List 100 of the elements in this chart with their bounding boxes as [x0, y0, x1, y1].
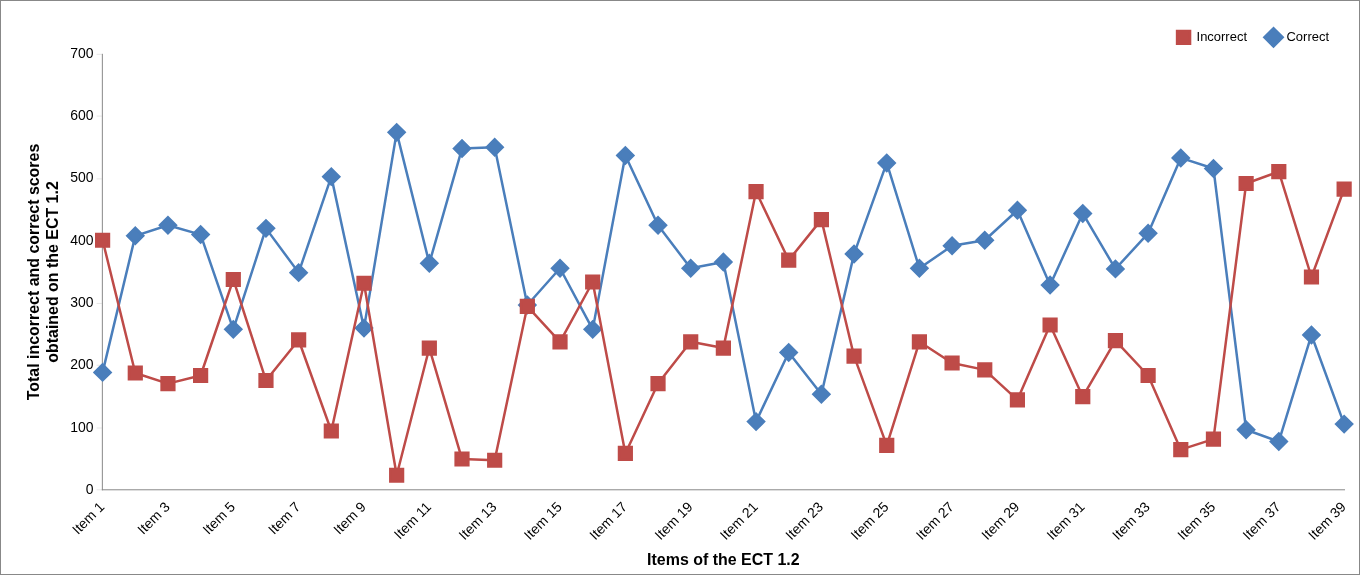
y-tick-label: 400 [70, 231, 94, 248]
point [191, 225, 210, 244]
point [387, 123, 406, 142]
point [846, 348, 862, 364]
point [127, 365, 143, 381]
point [1271, 164, 1287, 180]
x-tick-label: Item 25 [847, 498, 892, 543]
point [550, 259, 570, 278]
legend-label: Correct [1286, 28, 1330, 44]
point [452, 139, 472, 158]
point [1106, 259, 1125, 279]
y-tick-label: 100 [70, 418, 94, 435]
point [1075, 389, 1091, 405]
x-tick-label: Item 13 [455, 498, 500, 543]
x-tick-label: Item 33 [1108, 498, 1154, 543]
point [617, 445, 633, 462]
point [289, 263, 308, 282]
point [1205, 431, 1222, 447]
point [323, 423, 339, 439]
point [746, 412, 766, 431]
point [1171, 148, 1191, 168]
point [224, 320, 243, 339]
x-tick-label: Item 35 [1174, 498, 1219, 543]
point [715, 340, 731, 356]
point [322, 167, 341, 186]
point [877, 153, 896, 173]
point [944, 355, 960, 371]
point [583, 320, 602, 339]
x-tick-label: Item 11 [390, 498, 435, 543]
point [258, 372, 274, 389]
y-tick-label: 600 [70, 107, 94, 123]
y-tick-label: 0 [85, 481, 94, 498]
x-tick-label: Item 15 [520, 498, 566, 543]
x-tick-label: Item 9 [330, 498, 369, 538]
point [95, 232, 111, 248]
x-tick-label: Item 19 [651, 498, 696, 543]
point [485, 138, 504, 157]
point [1138, 224, 1158, 243]
point [616, 146, 635, 165]
point [911, 334, 928, 350]
point [1009, 392, 1026, 408]
point [256, 219, 276, 238]
point [389, 467, 405, 483]
legend-label: Incorrect [1196, 28, 1248, 44]
point [354, 318, 374, 338]
point [1204, 159, 1223, 178]
point [942, 236, 962, 256]
x-tick-label: Item 29 [978, 498, 1023, 543]
x-axis-title: Items of the ECT 1.2 [647, 550, 800, 568]
point [812, 384, 831, 404]
point [879, 437, 895, 453]
point [193, 367, 209, 384]
point [356, 275, 372, 291]
x-tick-label: Item 3 [134, 498, 173, 538]
point [487, 452, 503, 468]
point [977, 362, 993, 378]
point [779, 343, 798, 362]
point [421, 340, 437, 356]
point [1238, 175, 1254, 192]
point [748, 184, 764, 200]
x-tick-label: Item 7 [264, 498, 304, 538]
point [714, 252, 733, 272]
x-tick-label: Item 23 [781, 498, 827, 543]
point [1107, 332, 1124, 349]
y-tick-label: 500 [70, 169, 94, 186]
point [420, 254, 439, 273]
x-tick-label: Item 1 [68, 498, 108, 538]
point [1140, 367, 1156, 384]
point [160, 376, 176, 392]
point [1040, 275, 1060, 295]
point [1042, 317, 1058, 333]
point [683, 334, 699, 350]
point [975, 230, 994, 250]
point [1236, 420, 1256, 439]
x-tick-label: Item 5 [199, 498, 239, 538]
point [225, 271, 241, 288]
point [1336, 181, 1352, 197]
point [93, 363, 112, 382]
point [1302, 325, 1321, 345]
y-tick-label: 700 [70, 44, 94, 61]
point [781, 252, 797, 268]
x-tick-label: Item 27 [912, 498, 958, 543]
point [1173, 442, 1189, 458]
x-tick-label: Item 17 [585, 498, 631, 543]
point [813, 212, 829, 228]
point [1269, 432, 1289, 451]
point [910, 259, 929, 278]
point [454, 451, 470, 467]
point [1008, 201, 1027, 220]
point [650, 376, 666, 392]
x-tick-label: Item 37 [1239, 498, 1284, 543]
point [552, 334, 568, 350]
point [158, 216, 178, 235]
point [1303, 269, 1320, 285]
point [585, 274, 601, 290]
x-tick-label: Item 31 [1043, 498, 1088, 543]
y-axis-title: Total incorrect and correct scores obtained on the ECT 1.2 [24, 143, 62, 401]
point [1073, 204, 1093, 223]
point [844, 244, 864, 264]
point [126, 226, 145, 246]
